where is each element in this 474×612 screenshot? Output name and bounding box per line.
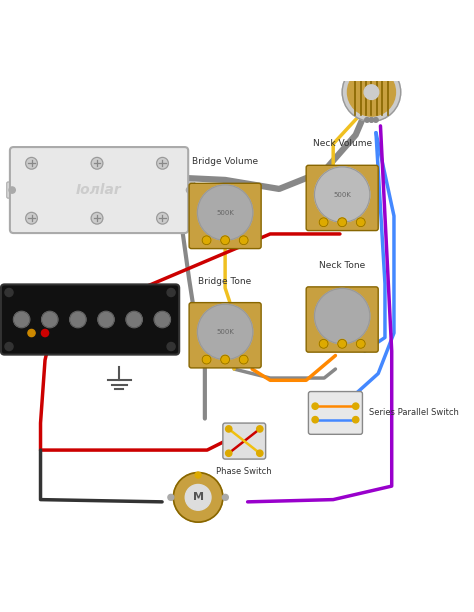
Circle shape bbox=[41, 329, 49, 337]
Circle shape bbox=[226, 450, 232, 457]
Text: Neck Volume: Neck Volume bbox=[313, 140, 372, 149]
Circle shape bbox=[256, 426, 263, 432]
Circle shape bbox=[202, 236, 211, 245]
Circle shape bbox=[256, 450, 263, 457]
Circle shape bbox=[167, 343, 175, 351]
Circle shape bbox=[338, 340, 346, 348]
Circle shape bbox=[221, 236, 229, 245]
Circle shape bbox=[314, 288, 370, 344]
Circle shape bbox=[342, 63, 401, 121]
Text: 500K: 500K bbox=[216, 329, 234, 335]
Circle shape bbox=[5, 288, 13, 297]
Circle shape bbox=[91, 212, 103, 224]
Text: Iолlar: Iолlar bbox=[76, 183, 122, 197]
Circle shape bbox=[338, 218, 346, 226]
Circle shape bbox=[319, 218, 328, 226]
Circle shape bbox=[312, 403, 319, 409]
Circle shape bbox=[364, 85, 379, 99]
FancyBboxPatch shape bbox=[184, 182, 195, 198]
Circle shape bbox=[239, 355, 248, 364]
Circle shape bbox=[226, 426, 232, 432]
Circle shape bbox=[347, 68, 395, 116]
Circle shape bbox=[70, 312, 86, 327]
Circle shape bbox=[319, 340, 328, 348]
Circle shape bbox=[186, 187, 193, 193]
Circle shape bbox=[173, 472, 223, 522]
FancyBboxPatch shape bbox=[1, 285, 179, 354]
Text: Neck Tone: Neck Tone bbox=[319, 261, 365, 270]
Circle shape bbox=[156, 212, 168, 224]
Circle shape bbox=[168, 494, 174, 501]
Text: M: M bbox=[192, 493, 204, 502]
FancyBboxPatch shape bbox=[309, 392, 363, 435]
Circle shape bbox=[185, 485, 211, 510]
Text: Bridge Volume: Bridge Volume bbox=[192, 157, 258, 166]
Text: 500K: 500K bbox=[333, 192, 351, 198]
Circle shape bbox=[369, 118, 374, 122]
Circle shape bbox=[353, 417, 359, 423]
Text: Bridge Tone: Bridge Tone bbox=[199, 277, 252, 286]
FancyBboxPatch shape bbox=[306, 165, 378, 231]
Circle shape bbox=[126, 312, 142, 327]
Circle shape bbox=[222, 494, 228, 501]
Circle shape bbox=[356, 340, 365, 348]
FancyBboxPatch shape bbox=[189, 184, 261, 248]
Circle shape bbox=[26, 212, 37, 224]
Circle shape bbox=[91, 157, 103, 169]
FancyBboxPatch shape bbox=[189, 302, 261, 368]
Circle shape bbox=[312, 417, 319, 423]
FancyBboxPatch shape bbox=[223, 423, 265, 459]
Circle shape bbox=[374, 118, 378, 122]
Circle shape bbox=[356, 218, 365, 226]
FancyBboxPatch shape bbox=[7, 182, 18, 198]
Circle shape bbox=[28, 329, 35, 337]
Circle shape bbox=[26, 157, 37, 169]
Circle shape bbox=[202, 355, 211, 364]
Circle shape bbox=[353, 403, 359, 409]
Circle shape bbox=[221, 355, 229, 364]
Circle shape bbox=[167, 288, 175, 297]
Circle shape bbox=[314, 167, 370, 222]
Circle shape bbox=[198, 185, 253, 241]
Circle shape bbox=[42, 312, 58, 327]
Circle shape bbox=[365, 118, 369, 122]
Text: Series Parallel Switch: Series Parallel Switch bbox=[369, 408, 459, 417]
Circle shape bbox=[239, 236, 248, 245]
Circle shape bbox=[156, 157, 168, 169]
Circle shape bbox=[198, 304, 253, 360]
Circle shape bbox=[154, 312, 171, 327]
Text: 500K: 500K bbox=[216, 209, 234, 215]
Circle shape bbox=[5, 343, 13, 351]
Circle shape bbox=[195, 472, 201, 478]
Circle shape bbox=[9, 187, 15, 193]
FancyBboxPatch shape bbox=[306, 287, 378, 352]
Circle shape bbox=[98, 312, 114, 327]
Text: Phase Switch: Phase Switch bbox=[217, 467, 272, 476]
FancyBboxPatch shape bbox=[10, 147, 188, 233]
Circle shape bbox=[13, 312, 30, 327]
